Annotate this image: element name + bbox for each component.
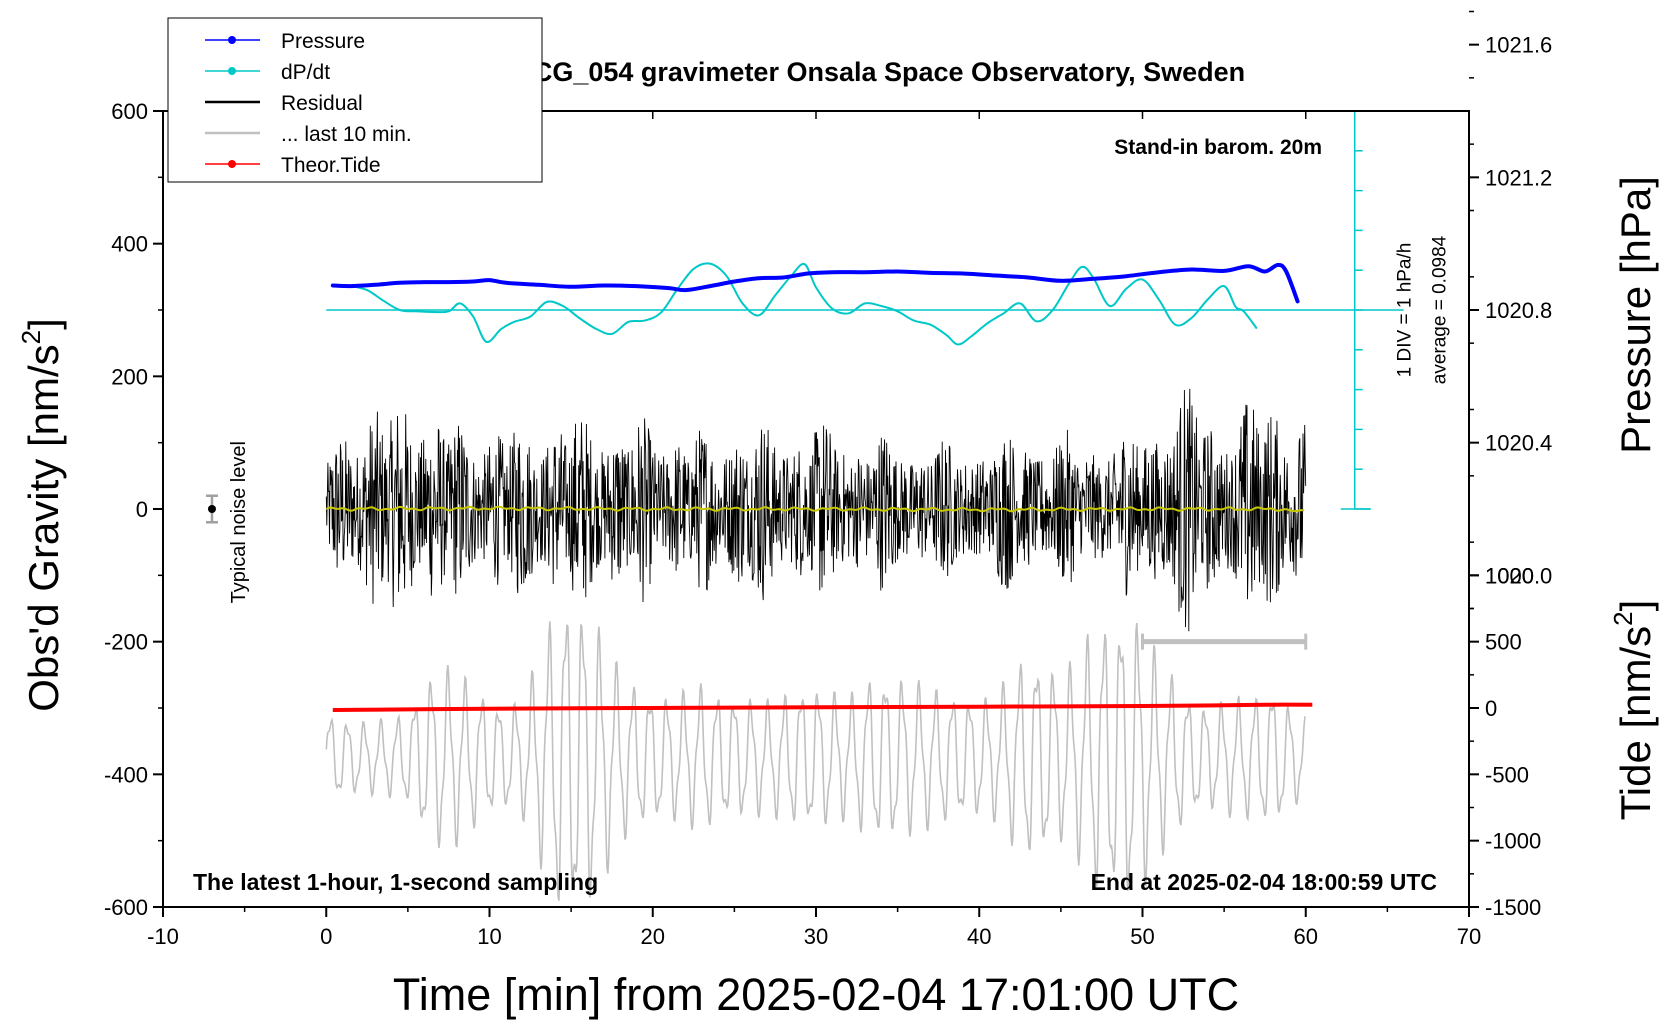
- residual-filtered-trace: [325, 505, 1305, 513]
- legend-label: dP/dt: [281, 61, 330, 84]
- y-tick-label: -600: [104, 895, 148, 920]
- x-tick-label: 0: [320, 924, 332, 949]
- y-axis-title-tide: Tide [nm/s2]: [1608, 600, 1659, 821]
- legend-box: [167, 17, 543, 183]
- legend-label: ... last 10 min.: [281, 123, 412, 146]
- residual-trace: [325, 388, 1307, 632]
- y-tick-label: 200: [111, 364, 148, 389]
- y-tick-label: -400: [104, 762, 148, 787]
- x-tick-label: 10: [477, 924, 501, 949]
- chart-subtitle: Stand-in barom. 20m: [1114, 136, 1322, 159]
- y-axis-title-left: Obs'd Gravity [nm/s2]: [16, 318, 67, 712]
- tide-tick-label: -1500: [1485, 895, 1541, 920]
- x-tick-label: 70: [1457, 924, 1481, 949]
- y-tick-label: 600: [111, 99, 148, 124]
- pressure-tick-label: 1020.4: [1485, 431, 1552, 456]
- series-residual-filtered-line: [325, 505, 1305, 513]
- y-axis-title-tide-end: ]: [1612, 600, 1659, 612]
- y-tick-label: 400: [111, 232, 148, 257]
- y-axis-title-tide-sup: 2: [1608, 611, 1638, 625]
- x-tick-label: 30: [804, 924, 828, 949]
- bottom-left-note: The latest 1-hour, 1-second sampling: [193, 869, 598, 895]
- series-pressure-line: [330, 262, 1300, 304]
- legend-marker: [228, 36, 236, 44]
- y-axis-title-left-main: Obs'd Gravity [nm/s: [20, 344, 67, 711]
- series-lines: [330, 262, 1313, 712]
- y-axis-title-left-end: ]: [20, 318, 67, 330]
- dpdt-average-label: average = 0.0984: [1430, 235, 1451, 384]
- series-theor-tide-line: [332, 702, 1313, 712]
- tide-tick-label: 0: [1485, 696, 1497, 721]
- series-residual-line: [325, 388, 1307, 632]
- legend-marker: [228, 67, 236, 75]
- series-dpdt-line: [332, 262, 1258, 346]
- noise-label: Typical noise level: [228, 441, 250, 603]
- pressure-tick-label: 1021.6: [1485, 33, 1552, 58]
- legend-marker: [228, 160, 236, 168]
- legend-label: Residual: [281, 92, 363, 115]
- x-tick-label: 40: [967, 924, 991, 949]
- tide-tick-label: 500: [1485, 630, 1522, 655]
- y-axis-title-pressure: Pressure [hPa]: [1612, 176, 1659, 454]
- x-tick-label: 50: [1130, 924, 1154, 949]
- dpdt-scale-label: 1 DIV = 1 hPa/h: [1395, 243, 1416, 378]
- pressure-tick-label: 1020.0: [1485, 563, 1552, 588]
- pressure-tick-label: 1020.8: [1485, 298, 1552, 323]
- x-tick-label: -10: [147, 924, 179, 949]
- pressure-tick-label: 1021.2: [1485, 165, 1552, 190]
- legend-label: Theor.Tide: [281, 154, 381, 177]
- bottom-right-note: End at 2025-02-04 18:00:59 UTC: [1091, 869, 1437, 895]
- legend: Pressure dP/dt Residual ... last 10 min. The…: [167, 17, 543, 183]
- annotations: 1 DIV = 1 hPa/h average = 0.0984 Typical n…: [205, 110, 1451, 650]
- y-tick-label: -200: [104, 630, 148, 655]
- legend-label: Pressure: [281, 30, 365, 53]
- tide-tick-label: -500: [1485, 762, 1529, 787]
- y-axis-title-left-sup: 2: [16, 330, 46, 344]
- noise-point: [207, 505, 216, 513]
- series-last-10-min-line: [325, 621, 1306, 901]
- x-tick-label: 60: [1294, 924, 1318, 949]
- x-axis-title: Time [min] from 2025-02-04 17:01:00 UTC: [393, 969, 1239, 1020]
- x-tick-label: 20: [641, 924, 665, 949]
- last-10-min-trace: [325, 621, 1306, 901]
- y-axis-title-tide-main: Tide [nm/s: [1612, 626, 1659, 821]
- tide-tick-label: -1000: [1485, 829, 1541, 854]
- tide-tick-label: 1000: [1485, 563, 1534, 588]
- y-tick-label: 0: [136, 497, 148, 522]
- axes: -10 0 10 20 30 40 50 60 70 600 400 200 0 -200 -400 -600…: [104, 10, 1552, 949]
- chart-title: SCG_054 gravimeter Onsala Space Observat…: [515, 57, 1245, 87]
